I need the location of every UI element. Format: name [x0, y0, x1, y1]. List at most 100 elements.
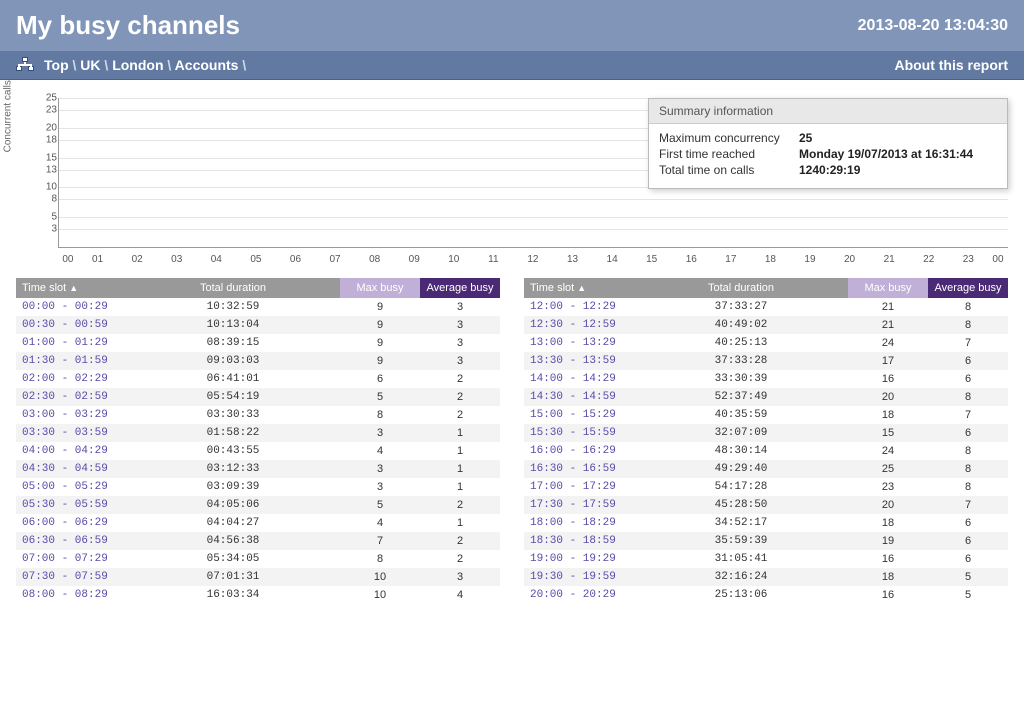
table-row[interactable]: 13:00 - 13:2940:25:13247: [524, 334, 1008, 352]
cell-avgbusy: 6: [928, 550, 1008, 568]
cell-timeslot: 02:30 - 02:59: [16, 388, 126, 406]
cell-avgbusy: 8: [928, 316, 1008, 334]
table-row[interactable]: 12:30 - 12:5940:49:02218: [524, 316, 1008, 334]
cell-timeslot: 19:00 - 19:29: [524, 550, 634, 568]
sort-asc-icon: ▲: [69, 283, 78, 293]
col-avgbusy[interactable]: Average busy: [928, 278, 1008, 298]
cell-avgbusy: 8: [928, 460, 1008, 478]
table-row[interactable]: 19:00 - 19:2931:05:41166: [524, 550, 1008, 568]
cell-maxbusy: 10: [340, 586, 420, 604]
col-maxbusy[interactable]: Max busy: [340, 278, 420, 298]
table-row[interactable]: 02:30 - 02:5905:54:1952: [16, 388, 500, 406]
sort-asc-icon: ▲: [577, 283, 586, 293]
cell-maxbusy: 9: [340, 352, 420, 370]
table-row[interactable]: 14:30 - 14:5952:37:49208: [524, 388, 1008, 406]
table-row[interactable]: 12:00 - 12:2937:33:27218: [524, 298, 1008, 316]
table-row[interactable]: 15:30 - 15:5932:07:09156: [524, 424, 1008, 442]
xtick-label: 08: [355, 250, 395, 268]
breadcrumb-separator: \: [101, 57, 113, 73]
cell-avgbusy: 8: [928, 442, 1008, 460]
table-row[interactable]: 08:00 - 08:2916:03:34104: [16, 586, 500, 604]
about-report-link[interactable]: About this report: [894, 57, 1008, 73]
table-row[interactable]: 07:00 - 07:2905:34:0582: [16, 550, 500, 568]
xtick-label: 02: [117, 250, 157, 268]
cell-avgbusy: 2: [420, 496, 500, 514]
cell-avgbusy: 2: [420, 532, 500, 550]
page-datetime: 2013-08-20 13:04:30: [858, 17, 1008, 35]
cell-maxbusy: 3: [340, 460, 420, 478]
table-row[interactable]: 06:30 - 06:5904:56:3872: [16, 532, 500, 550]
cell-maxbusy: 16: [848, 550, 928, 568]
table-row[interactable]: 17:30 - 17:5945:28:50207: [524, 496, 1008, 514]
cell-avgbusy: 6: [928, 352, 1008, 370]
table-row[interactable]: 03:30 - 03:5901:58:2231: [16, 424, 500, 442]
cell-timeslot: 17:00 - 17:29: [524, 478, 634, 496]
table-row[interactable]: 05:00 - 05:2903:09:3931: [16, 478, 500, 496]
cell-avgbusy: 7: [928, 334, 1008, 352]
ytick-label: 20: [39, 122, 57, 133]
cell-maxbusy: 18: [848, 568, 928, 586]
col-duration[interactable]: Total duration: [126, 278, 340, 298]
cell-duration: 49:29:40: [634, 460, 848, 478]
cell-timeslot: 14:30 - 14:59: [524, 388, 634, 406]
table-row[interactable]: 13:30 - 13:5937:33:28176: [524, 352, 1008, 370]
table-row[interactable]: 04:30 - 04:5903:12:3331: [16, 460, 500, 478]
cell-duration: 05:34:05: [126, 550, 340, 568]
cell-duration: 37:33:28: [634, 352, 848, 370]
cell-maxbusy: 16: [848, 586, 928, 604]
cell-timeslot: 05:00 - 05:29: [16, 478, 126, 496]
table-row[interactable]: 16:30 - 16:5949:29:40258: [524, 460, 1008, 478]
col-duration[interactable]: Total duration: [634, 278, 848, 298]
table-row[interactable]: 01:00 - 01:2908:39:1593: [16, 334, 500, 352]
col-maxbusy[interactable]: Max busy: [848, 278, 928, 298]
table-row[interactable]: 16:00 - 16:2948:30:14248: [524, 442, 1008, 460]
col-timeslot[interactable]: Time slot ▲: [16, 278, 126, 298]
xtick-label: 13: [553, 250, 593, 268]
cell-avgbusy: 2: [420, 406, 500, 424]
cell-maxbusy: 19: [848, 532, 928, 550]
cell-maxbusy: 16: [848, 370, 928, 388]
cell-maxbusy: 25: [848, 460, 928, 478]
table-row[interactable]: 20:00 - 20:2925:13:06165: [524, 586, 1008, 604]
table-row[interactable]: 02:00 - 02:2906:41:0162: [16, 370, 500, 388]
table-row[interactable]: 18:00 - 18:2934:52:17186: [524, 514, 1008, 532]
table-row[interactable]: 19:30 - 19:5932:16:24185: [524, 568, 1008, 586]
page-header: My busy channels 2013-08-20 13:04:30: [0, 0, 1024, 51]
cell-avgbusy: 8: [928, 298, 1008, 316]
table-row[interactable]: 06:00 - 06:2904:04:2741: [16, 514, 500, 532]
cell-avgbusy: 8: [928, 388, 1008, 406]
cell-maxbusy: 24: [848, 442, 928, 460]
breadcrumb-item[interactable]: UK: [80, 57, 100, 73]
cell-timeslot: 01:30 - 01:59: [16, 352, 126, 370]
table-row[interactable]: 00:30 - 00:5910:13:0493: [16, 316, 500, 334]
breadcrumb-item[interactable]: Accounts: [175, 57, 239, 73]
table-row[interactable]: 07:30 - 07:5907:01:31103: [16, 568, 500, 586]
table-row[interactable]: 03:00 - 03:2903:30:3382: [16, 406, 500, 424]
cell-timeslot: 07:30 - 07:59: [16, 568, 126, 586]
table-row[interactable]: 00:00 - 00:2910:32:5993: [16, 298, 500, 316]
table-row[interactable]: 18:30 - 18:5935:59:39196: [524, 532, 1008, 550]
table-row[interactable]: 15:00 - 15:2940:35:59187: [524, 406, 1008, 424]
network-icon: [16, 57, 36, 73]
cell-maxbusy: 4: [340, 514, 420, 532]
summary-title: Summary information: [649, 99, 1007, 124]
table-row[interactable]: 01:30 - 01:5909:03:0393: [16, 352, 500, 370]
col-timeslot[interactable]: Time slot ▲: [524, 278, 634, 298]
ytick-label: 13: [39, 164, 57, 175]
cell-avgbusy: 4: [420, 586, 500, 604]
table-row[interactable]: 05:30 - 05:5904:05:0652: [16, 496, 500, 514]
table-row[interactable]: 17:00 - 17:2954:17:28238: [524, 478, 1008, 496]
breadcrumb-item[interactable]: Top: [44, 57, 69, 73]
ytick-label: 3: [39, 224, 57, 235]
cell-maxbusy: 24: [848, 334, 928, 352]
cell-duration: 01:58:22: [126, 424, 340, 442]
cell-timeslot: 00:30 - 00:59: [16, 316, 126, 334]
table-row[interactable]: 04:00 - 04:2900:43:5541: [16, 442, 500, 460]
col-avgbusy[interactable]: Average busy: [420, 278, 500, 298]
cell-timeslot: 12:00 - 12:29: [524, 298, 634, 316]
table-row[interactable]: 14:00 - 14:2933:30:39166: [524, 370, 1008, 388]
cell-duration: 04:56:38: [126, 532, 340, 550]
breadcrumb-item[interactable]: London: [112, 57, 163, 73]
cell-timeslot: 08:00 - 08:29: [16, 586, 126, 604]
cell-timeslot: 13:00 - 13:29: [524, 334, 634, 352]
